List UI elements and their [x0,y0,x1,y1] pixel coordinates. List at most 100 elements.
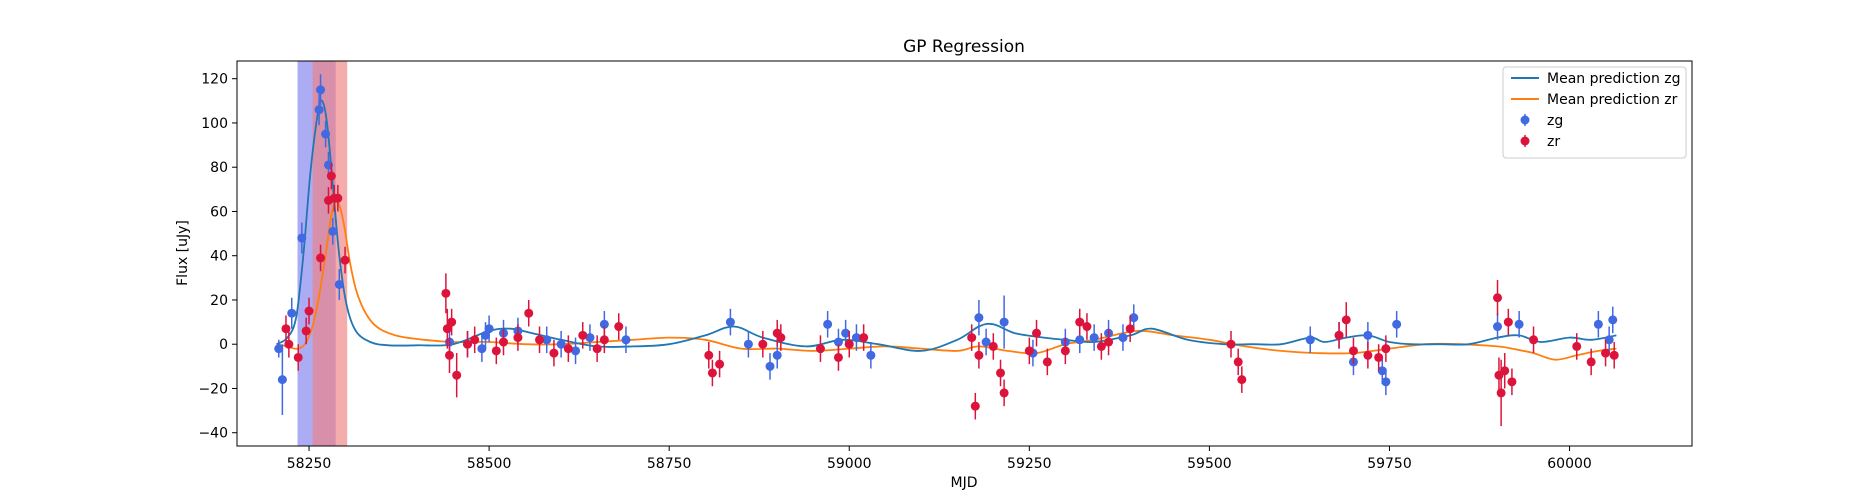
marker-zg-0 [274,344,284,354]
marker-zg-46 [1377,366,1387,376]
y-axis-label: Flux [uJy] [175,220,191,286]
point-zg-48 [1392,311,1402,338]
marker-zr-10 [340,255,350,265]
point-zr-38 [859,324,869,351]
point-zr-36 [833,344,843,371]
legend-label-zg-line: Mean prediction zg [1547,71,1681,87]
point-zr-40 [970,392,980,420]
point-zr-18 [491,337,501,365]
marker-zr-69 [1529,335,1539,345]
x-axis-ticks: 58250 58500 58750 59000 59250 59500 59750 60000 [287,446,1592,472]
point-zg-30 [851,324,861,351]
x-tick-label-59750: 59750 [1367,456,1412,472]
marker-zr-30 [707,368,717,378]
marker-zr-13 [444,350,454,360]
point-zg-19 [571,337,581,365]
point-zr-19 [499,328,509,356]
y-tick-label-100: 100 [201,116,228,132]
point-zg-9 [334,268,344,300]
marker-zr-63 [1493,293,1503,303]
marker-zg-1 [277,375,287,385]
marker-zr-55 [1233,357,1243,367]
point-zr-30 [707,359,717,387]
marker-zr-71 [1586,357,1596,367]
point-zg-6 [321,120,331,148]
y-tick-label-80: 80 [210,160,228,176]
marker-zr-40 [970,401,980,411]
marker-zg-6 [321,129,331,139]
point-zg-2 [287,297,297,329]
marker-zr-14 [447,317,457,327]
chart-title: GP Regression [903,37,1025,57]
marker-zg-49 [1493,322,1503,332]
marker-zg-24 [743,339,753,349]
marker-zr-32 [758,339,768,349]
y-tick-label-0: 0 [219,337,228,353]
point-zr-32 [758,330,768,358]
point-zr-20 [513,324,523,351]
prediction-lines [276,99,1617,361]
marker-zg-37 [1075,335,1085,345]
marker-zg-42 [1305,335,1315,345]
marker-zr-18 [491,346,501,356]
marker-zr-28 [614,322,624,332]
point-zr-16 [462,330,472,358]
legend: Mean prediction zg Mean prediction zr zg… [1502,66,1687,159]
marker-zr-35 [815,344,825,354]
y-tick-label--20: −20 [198,381,228,397]
point-zr-44 [999,379,1009,407]
legend-swatch-zr-marker [1520,136,1530,146]
marker-zr-19 [499,337,509,347]
point-zr-28 [614,313,624,340]
point-zr-66 [1500,353,1510,389]
point-zg-27 [823,311,833,338]
marker-zg-27 [823,319,833,329]
marker-zg-28 [833,337,843,347]
marker-zg-53 [1608,315,1618,325]
point-zr-72 [1601,339,1611,367]
x-tick-label-59000: 59000 [827,456,872,472]
point-zr-17 [470,326,480,354]
point-zg-38 [1089,324,1099,351]
marker-zg-31 [866,350,876,360]
x-tick-label-58750: 58750 [647,456,692,472]
marker-zr-4 [304,306,314,316]
point-zg-53 [1608,306,1618,334]
marker-zr-54 [1226,339,1236,349]
marker-zg-30 [851,333,861,343]
marker-zr-47 [1042,357,1052,367]
point-zg-42 [1305,326,1315,354]
marker-zg-17 [542,335,552,345]
marker-zr-38 [859,333,869,343]
point-zg-47 [1381,368,1391,396]
point-zg-0 [274,339,284,358]
marker-zr-52 [1104,337,1114,347]
x-tick-label-58250: 58250 [287,456,332,472]
point-zr-67 [1503,308,1513,336]
point-zg-31 [866,342,876,369]
point-zr-15 [452,353,462,398]
marker-zr-42 [988,341,998,351]
point-zr-31 [715,350,725,378]
point-zr-69 [1529,326,1539,354]
marker-zg-9 [334,279,344,289]
point-zg-50 [1514,311,1524,338]
marker-zr-12 [442,324,452,334]
marker-zr-3 [301,326,311,336]
marker-zg-20 [585,333,595,343]
y-tick-label-40: 40 [210,249,228,265]
point-zr-41 [974,342,984,369]
marker-zg-18 [556,339,566,349]
marker-zr-37 [844,339,854,349]
point-zr-14 [447,308,457,336]
marker-zg-45 [1363,330,1373,340]
marker-zg-51 [1593,319,1603,329]
marker-zr-22 [535,335,545,345]
x-axis-label: MJD [951,475,978,491]
marker-zr-23 [549,348,559,358]
point-zg-22 [621,326,631,354]
marker-zr-43 [996,368,1006,378]
point-zg-34 [999,295,1009,349]
marker-zr-20 [513,333,523,343]
marker-zr-73 [1609,350,1619,360]
